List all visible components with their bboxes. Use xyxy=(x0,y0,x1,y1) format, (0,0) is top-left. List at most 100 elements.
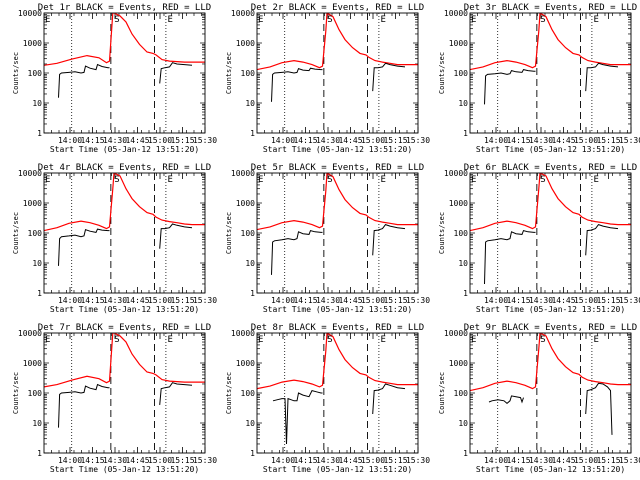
events-series-line xyxy=(271,230,323,275)
interval-marker-e: E xyxy=(471,15,476,25)
y-tick-label: 10 xyxy=(245,419,255,428)
x-tick-label: 15:15 xyxy=(596,136,620,145)
x-tick-label: 15:30 xyxy=(619,136,640,145)
y-tick-label: 10000 xyxy=(18,329,42,338)
lld-series-line xyxy=(470,13,631,71)
events-series-line xyxy=(484,69,536,105)
plot-area xyxy=(470,13,631,105)
plot-area xyxy=(44,173,205,266)
x-tick-label: 15:30 xyxy=(193,136,217,145)
y-tick-label: 10000 xyxy=(18,169,42,178)
chart-panel-3: Det 3r BLACK = Events, RED = LLD 1 10 100 10… xyxy=(438,3,640,154)
y-tick-label: 100 xyxy=(28,69,43,78)
chart-title: Det 4r BLACK = Events, RED = LLD xyxy=(38,163,211,173)
x-tick-label: 15:00 xyxy=(148,296,172,305)
x-axis-label: Start Time (05-Jan-12 13:51:20) xyxy=(50,305,199,314)
interval-marker-s: S xyxy=(540,15,545,25)
x-tick-label: 14:30 xyxy=(316,296,340,305)
interval-marker-e: E xyxy=(45,15,50,25)
interval-marker-s: S xyxy=(327,15,332,25)
events-series-line xyxy=(585,224,619,256)
x-tick-label: 14:45 xyxy=(551,296,575,305)
x-axis-label: Start Time (05-Jan-12 13:51:20) xyxy=(263,465,412,474)
interval-marker-e: E xyxy=(258,15,263,25)
interval-marker-e: E xyxy=(593,15,598,25)
x-tick-label: 15:15 xyxy=(170,456,194,465)
x-tick-label: 14:45 xyxy=(551,456,575,465)
chart-title: Det 8r BLACK = Events, RED = LLD xyxy=(251,323,424,333)
events-series-line xyxy=(159,62,193,84)
x-axis-label: Start Time (05-Jan-12 13:51:20) xyxy=(476,145,625,154)
y-axis-label: Counts/sec xyxy=(12,372,20,414)
x-tick-label: 14:15 xyxy=(506,136,530,145)
interval-marker-e: E xyxy=(593,175,598,185)
interval-marker-e: E xyxy=(380,335,385,345)
plot-frame xyxy=(43,172,206,294)
y-axis-label: Counts/sec xyxy=(438,212,446,254)
interval-marker-e: E xyxy=(380,15,385,25)
plot-area xyxy=(257,13,418,102)
x-tick-label: 14:30 xyxy=(316,136,340,145)
x-axis-label: Start Time (05-Jan-12 13:51:20) xyxy=(476,305,625,314)
y-tick-label: 1 xyxy=(463,449,468,458)
y-axis-label: Counts/sec xyxy=(225,212,233,254)
interval-marker-s: S xyxy=(114,15,119,25)
lld-series-line xyxy=(470,173,631,232)
y-tick-label: 10 xyxy=(32,259,42,268)
x-tick-label: 15:30 xyxy=(193,296,217,305)
x-tick-label: 14:30 xyxy=(103,456,127,465)
x-tick-label: 14:15 xyxy=(80,136,104,145)
x-tick-label: 14:00 xyxy=(484,296,508,305)
events-series-line xyxy=(372,224,406,256)
y-tick-label: 10 xyxy=(458,99,468,108)
y-axis-label: Counts/sec xyxy=(225,52,233,94)
x-tick-label: 15:00 xyxy=(361,296,385,305)
lld-series-line xyxy=(257,173,418,231)
x-tick-label: 14:45 xyxy=(125,136,149,145)
x-tick-label: 14:30 xyxy=(316,456,340,465)
x-tick-label: 15:00 xyxy=(148,456,172,465)
events-series-line xyxy=(271,67,323,102)
x-tick-label: 15:15 xyxy=(596,456,620,465)
x-tick-label: 15:15 xyxy=(170,136,194,145)
y-tick-label: 1 xyxy=(250,289,255,298)
x-tick-label: 15:00 xyxy=(574,296,598,305)
x-tick-label: 15:15 xyxy=(383,136,407,145)
x-tick-label: 15:00 xyxy=(148,136,172,145)
interval-marker-s: S xyxy=(540,335,545,345)
chart-title: Det 7r BLACK = Events, RED = LLD xyxy=(38,323,211,333)
interval-marker-s: S xyxy=(540,175,545,185)
x-tick-label: 14:15 xyxy=(293,296,317,305)
x-tick-label: 14:00 xyxy=(484,456,508,465)
interval-marker-e: E xyxy=(167,15,172,25)
chart-title: Det 3r BLACK = Events, RED = LLD xyxy=(464,3,637,13)
interval-marker-e: E xyxy=(167,335,172,345)
events-series-line xyxy=(159,382,193,405)
plot-frame xyxy=(256,12,419,134)
events-series-line xyxy=(58,63,110,98)
x-tick-label: 14:00 xyxy=(484,136,508,145)
events-series-line xyxy=(159,223,193,249)
plot-frame xyxy=(469,172,632,294)
chart-panel-9: Det 9r BLACK = Events, RED = LLD 1 10 100 10… xyxy=(438,323,640,474)
y-tick-label: 10000 xyxy=(231,169,255,178)
interval-marker-e: E xyxy=(258,175,263,185)
y-tick-label: 1 xyxy=(463,289,468,298)
x-axis-label: Start Time (05-Jan-12 13:51:20) xyxy=(263,305,412,314)
x-tick-label: 14:00 xyxy=(58,136,82,145)
y-tick-label: 1 xyxy=(37,289,42,298)
y-tick-label: 10000 xyxy=(231,9,255,18)
y-axis-label: Counts/sec xyxy=(12,212,20,254)
y-tick-label: 1000 xyxy=(23,359,42,368)
x-tick-label: 14:30 xyxy=(103,136,127,145)
x-tick-label: 14:45 xyxy=(125,296,149,305)
interval-marker-s: S xyxy=(114,175,119,185)
x-axis-label: Start Time (05-Jan-12 13:51:20) xyxy=(263,145,412,154)
y-tick-label: 10000 xyxy=(231,329,255,338)
events-series-line xyxy=(484,230,536,285)
y-tick-label: 100 xyxy=(28,229,43,238)
plot-frame xyxy=(469,12,632,134)
y-tick-label: 1000 xyxy=(449,199,468,208)
x-tick-label: 14:00 xyxy=(58,296,82,305)
plot-area xyxy=(44,333,205,428)
